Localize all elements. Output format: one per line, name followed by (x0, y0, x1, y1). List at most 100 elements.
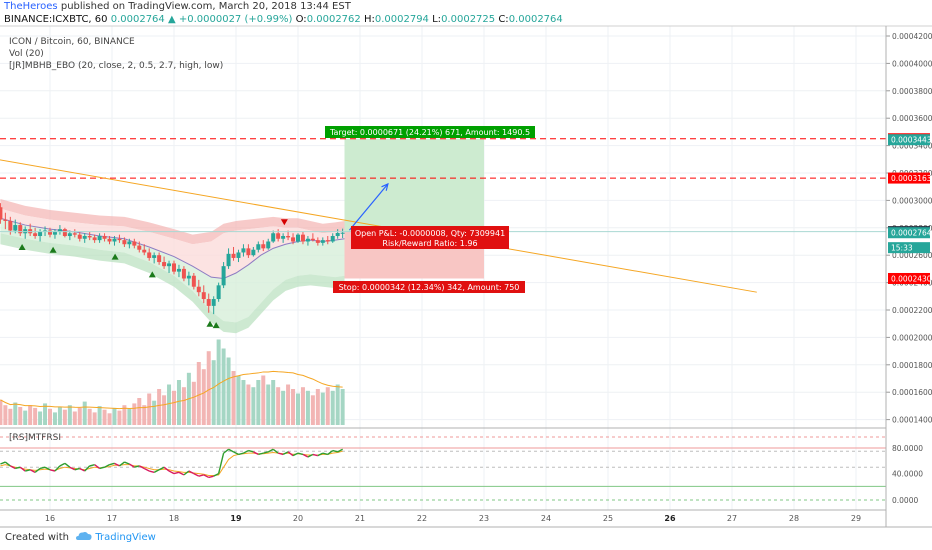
candle-body-24 (117, 238, 122, 241)
volume-bar-13 (62, 409, 67, 425)
price-badge-2 (888, 172, 930, 184)
volume-bar-32 (157, 389, 162, 425)
candle-body-43 (211, 299, 216, 306)
high-label: H: (363, 14, 375, 25)
candle-body-12 (57, 229, 62, 232)
candle-body-46 (226, 253, 231, 267)
candle-body-30 (147, 252, 152, 258)
candle-body-4 (18, 225, 23, 234)
volume-bar-43 (211, 360, 216, 425)
lower-band-outer (0, 233, 345, 334)
candle-body-64 (315, 240, 320, 243)
volume-bar-69 (340, 389, 345, 425)
price-badge-4 (888, 227, 930, 239)
candle-body-38 (186, 275, 191, 279)
legend-indicator: [JR]MBHB_EBO (20, close, 2, 0.5, 2.7, hi… (9, 61, 224, 71)
rsi-fast-seg-17 (79, 467, 86, 472)
volume-bar-3 (13, 402, 18, 425)
change-text: ▲ +0.0000027 (+0.99%) (167, 14, 293, 25)
rsi-fast-seg-36 (173, 471, 180, 475)
price-badge-5 (888, 242, 930, 254)
candle-body-37 (181, 268, 186, 279)
candle-body-51 (251, 249, 256, 256)
rsi-fast-seg-27 (128, 463, 135, 468)
rsi-fast-seg-38 (183, 470, 190, 476)
rsi-fast-seg-66 (322, 452, 328, 456)
candle-body-66 (325, 240, 330, 242)
rsi-fast-seg-47 (228, 448, 234, 453)
rsi-fast-seg-41 (198, 474, 204, 477)
rsi-fast-seg-16 (74, 467, 80, 471)
price-tick-label-12: 0.0001800 (892, 361, 932, 370)
pnl-label-line1: Open P&L: -0.0000008, Qty: 7309941 (355, 229, 505, 238)
time-tick-label-12: 28 (789, 514, 799, 523)
candle-body-54 (266, 241, 271, 249)
volume-bar-41 (201, 369, 206, 425)
price-tick-label-8: 0.0002600 (892, 251, 932, 260)
rsi-fast-seg-51 (248, 449, 254, 453)
volume-bar-34 (167, 384, 172, 425)
volume-bar-15 (72, 411, 77, 425)
candle-body-36 (176, 268, 181, 272)
rsi-fast-seg-69 (337, 448, 343, 453)
volume-bar-60 (296, 393, 300, 425)
volume-bar-54 (266, 384, 271, 425)
price-badge-6 (888, 272, 930, 284)
candle-body-68 (335, 233, 340, 237)
candle-body-21 (102, 236, 107, 239)
rsi-fast-seg-56 (272, 448, 279, 454)
volume-bar-37 (181, 387, 186, 425)
price-badge-label-6: 0.0002430 (891, 274, 932, 283)
candle-body-28 (137, 245, 142, 250)
volume-bar-39 (191, 381, 196, 425)
rsi-fast-seg-19 (89, 463, 95, 467)
volume-bar-65 (320, 392, 325, 425)
candle-body-41 (201, 292, 206, 300)
rsi-fast-seg-49 (238, 452, 244, 456)
candle-body-17 (82, 236, 87, 239)
rsi-tick-label-0: 80.0000 (892, 444, 923, 453)
upper-band-inner (0, 208, 345, 279)
volume-bar-42 (206, 351, 211, 425)
rsi-fast-seg-5 (19, 466, 26, 472)
volume-bar-45 (221, 348, 226, 425)
price-tick-label-10: 0.0002200 (892, 306, 932, 315)
candle-body-49 (241, 248, 246, 253)
rsi-fast-seg-14 (64, 462, 71, 468)
price-badge-label-2: 0.0003163 (891, 174, 932, 183)
close-value: 0.0002764 (508, 14, 563, 25)
time-tick-label-8: 24 (541, 514, 551, 523)
time-tick-label-6: 22 (417, 514, 427, 523)
rsi-fast-seg-10 (44, 466, 51, 471)
candle-body-22 (107, 238, 112, 242)
volume-bar-18 (87, 408, 92, 425)
volume-bar-21 (102, 409, 107, 425)
rsi-fast-seg-65 (317, 452, 324, 457)
target-label-box (325, 126, 535, 138)
tradingview-brand[interactable]: TradingView (95, 532, 156, 543)
candle-body-53 (261, 244, 266, 249)
ohlc-line: BINANCE:ICXBTC, 60 0.0002764 ▲ +0.000002… (4, 14, 563, 25)
volume-bar-2 (8, 408, 13, 425)
candle-body-48 (236, 252, 241, 258)
rsi-fast-seg-30 (143, 467, 150, 472)
candle-body-8 (38, 231, 43, 237)
rsi-fast-seg-29 (138, 465, 145, 470)
tradingview-cloud-icon (76, 532, 92, 540)
candle-body-60 (296, 234, 300, 242)
author-link[interactable]: TheHeroes (4, 1, 58, 12)
volume-bar-59 (291, 389, 296, 425)
price-badge-1 (888, 134, 930, 146)
volume-bar-51 (251, 387, 256, 425)
volume-bar-46 (226, 357, 231, 425)
time-tick-label-7: 23 (479, 514, 489, 523)
volume-bar-10 (48, 408, 52, 425)
candle-body-18 (87, 236, 92, 238)
volume-bar-58 (286, 384, 291, 425)
candle-body-40 (196, 286, 201, 293)
candle-body-63 (310, 238, 315, 241)
volume-bar-47 (231, 371, 236, 425)
time-tick-label-4: 20 (293, 514, 303, 523)
buy-marker-3 (148, 271, 156, 278)
